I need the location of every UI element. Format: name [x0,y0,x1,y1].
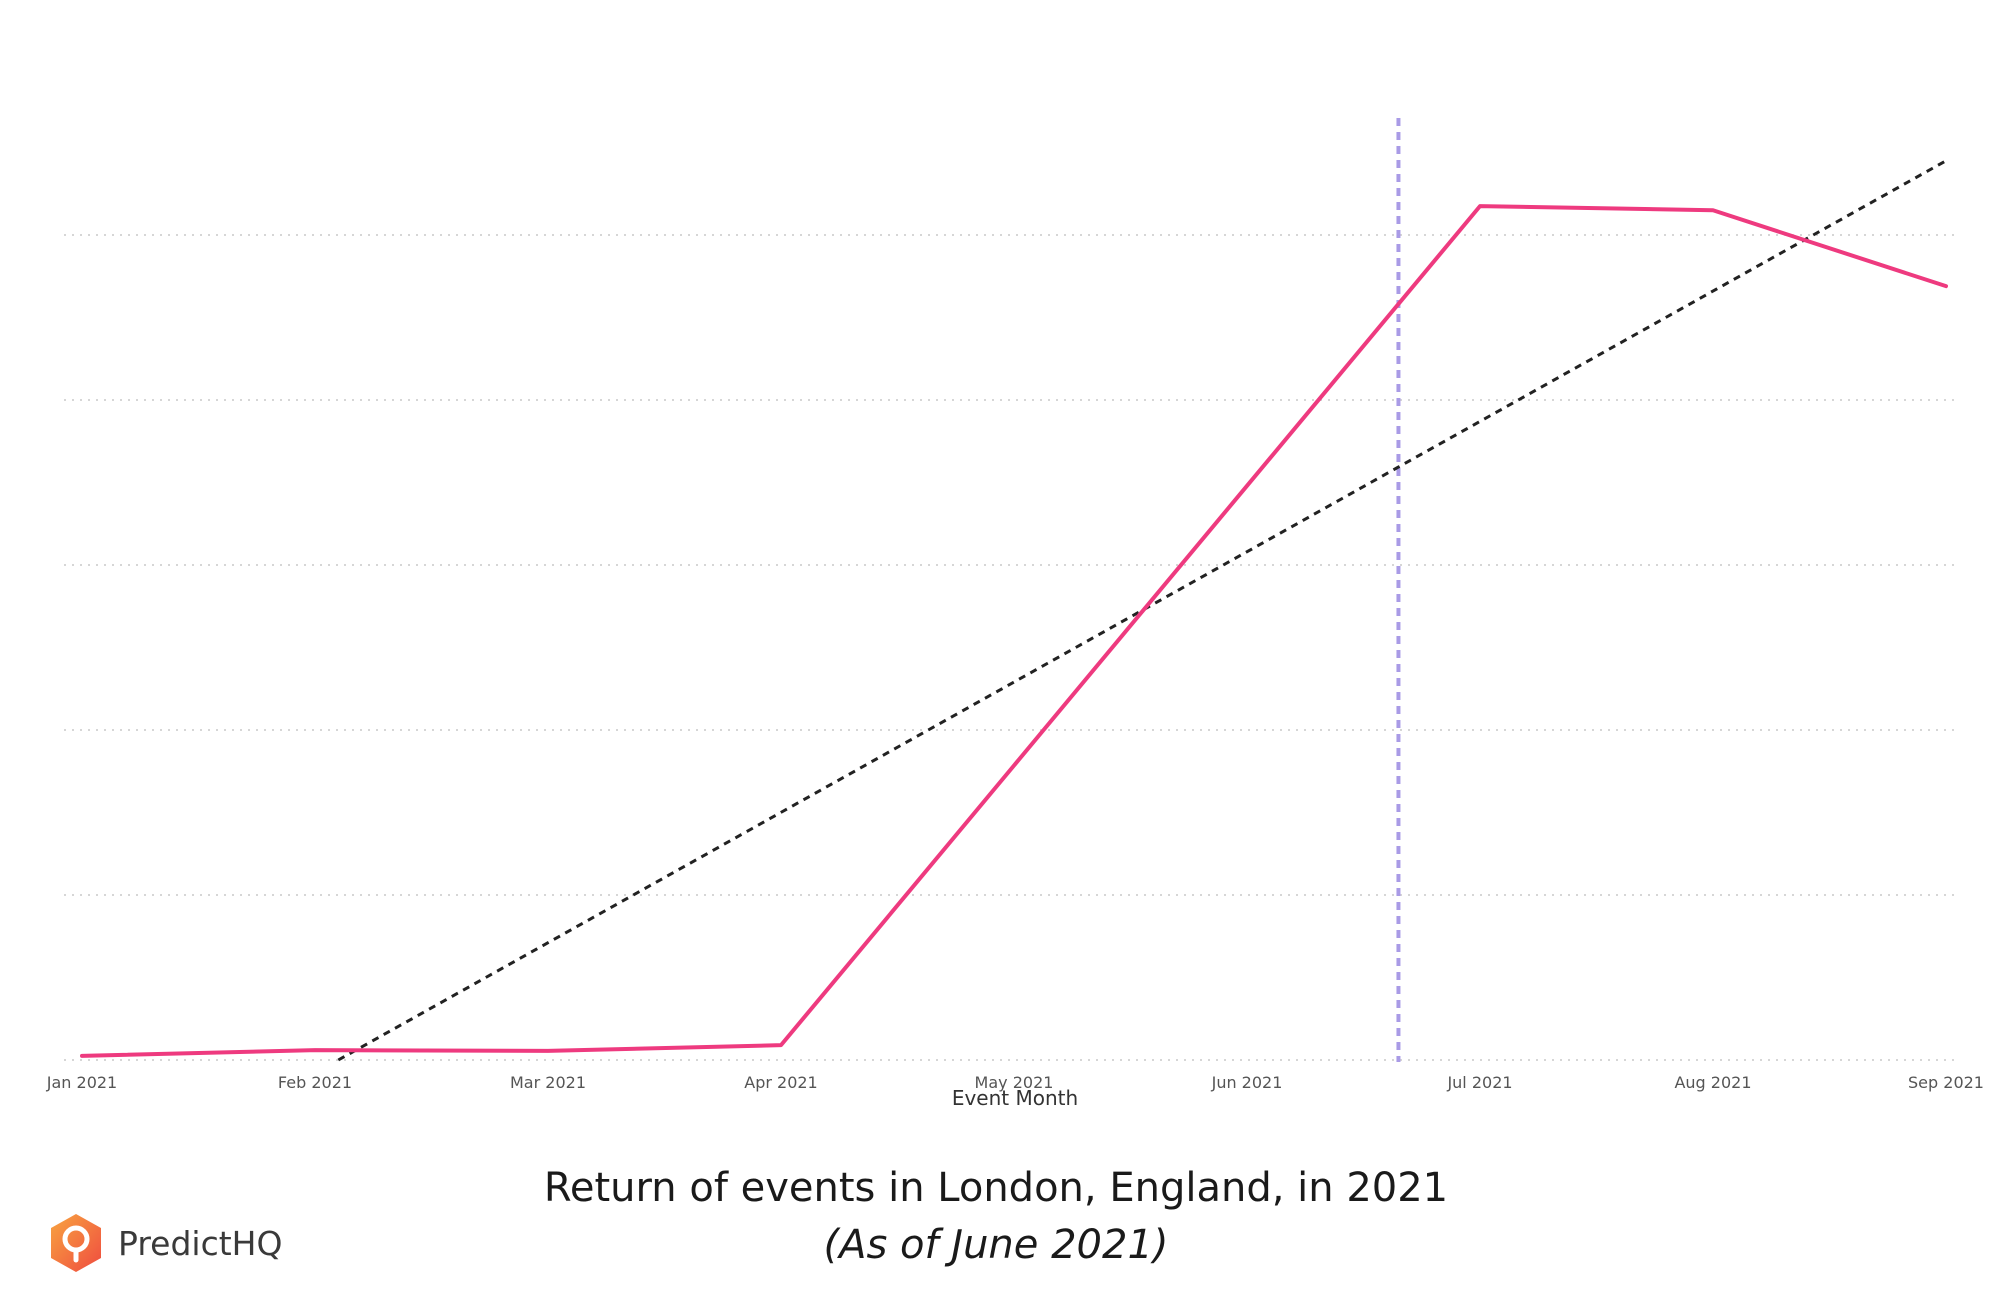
chart-caption-title: Return of events in London, England, in … [543,1165,1449,1211]
x-tick-label: Apr 2021 [744,1073,817,1092]
gridlines [64,234,1960,1061]
series-line [80,204,1948,1058]
series-layer [80,204,1948,1058]
x-tick-label: May 2021 [975,1073,1054,1092]
x-axis-title: Event Month [952,1086,1078,1110]
x-tick-label: Jan 2021 [46,1073,117,1092]
x-tick-label: Feb 2021 [278,1073,352,1092]
brand: PredictHQ [48,1212,282,1274]
trend-line [337,159,1947,1062]
trend-line-layer [337,159,1947,1062]
chart-caption-subtitle: (As of June 2021) [823,1222,1169,1268]
x-tick-label: Jul 2021 [1446,1073,1512,1092]
predicthq-logo-icon [51,1214,101,1272]
x-tick-label: Jun 2021 [1211,1073,1283,1092]
line-chart: Jan 2021 Feb 2021 Mar 2021 Apr 2021 May 2021… [46,118,1984,1110]
x-axis-ticks: Jan 2021 Feb 2021 Mar 2021 Apr 2021 May 2021… [46,1073,1984,1092]
brand-name: PredictHQ [118,1223,283,1263]
x-tick-label: Aug 2021 [1674,1073,1751,1092]
x-tick-label: Sep 2021 [1908,1073,1984,1092]
x-tick-label: Mar 2021 [510,1073,586,1092]
